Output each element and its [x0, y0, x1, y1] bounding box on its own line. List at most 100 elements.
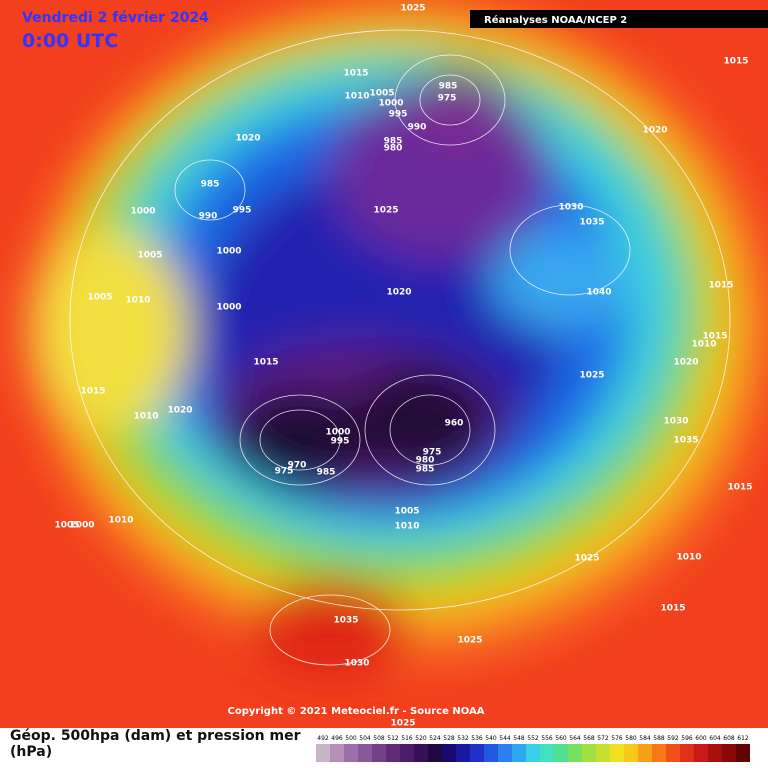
colorbar-swatch: [708, 744, 722, 762]
isobar-label: 1035: [333, 616, 358, 626]
colorbar-swatch: [330, 744, 344, 762]
colorbar-swatch: [316, 744, 330, 762]
isobar-label: 1015: [80, 387, 105, 397]
colorbar-swatch: [428, 744, 442, 762]
colorbar-tick-label: 520: [415, 735, 427, 742]
isobar-label: 1005: [394, 507, 419, 517]
isobar-label: 985: [317, 468, 336, 478]
isobar-label: 1030: [558, 203, 583, 213]
isobar-label: 975: [438, 94, 457, 104]
geopotential-field: [30, 0, 768, 680]
isobar-label: 1020: [167, 406, 192, 416]
colorbar-tick-label: 584: [639, 735, 651, 742]
isobar-label: 1010: [108, 516, 133, 526]
colorbar-tick-label: 580: [625, 735, 637, 742]
isobar-label: 1025: [574, 554, 599, 564]
source-banner: Réanalyses NOAA/NCEP 2: [484, 14, 627, 26]
isobar-label: 985: [416, 465, 435, 475]
colorbar-swatch: [386, 744, 400, 762]
isobar-label: 970: [288, 461, 307, 471]
colorbar-swatch: [526, 744, 540, 762]
isobar-label: 990: [408, 123, 427, 133]
colorbar-tick-label: 568: [583, 735, 595, 742]
colorbar-tick-label: 604: [709, 735, 721, 742]
isobar-label: 1030: [344, 659, 369, 669]
colorbar-tick-label: 496: [331, 735, 343, 742]
isobar-label: 1015: [253, 358, 278, 368]
isobar-label: 1010: [344, 92, 369, 102]
colorbar-swatch: [568, 744, 582, 762]
colorbar-swatch: [456, 744, 470, 762]
colorbar-swatch: [414, 744, 428, 762]
isobar-label: 985: [201, 180, 220, 190]
colorbar-tick-label: 572: [597, 735, 609, 742]
isobar-label: 1015: [702, 332, 727, 342]
colorbar-swatch: [484, 744, 498, 762]
isobar-label: 1005: [369, 89, 394, 99]
colorbar-tick-label: 504: [359, 735, 371, 742]
colorbar-swatch: [372, 744, 386, 762]
isobar-label: 990: [199, 212, 218, 222]
isobar-label: 960: [445, 419, 464, 429]
isobar-label: 1015: [723, 57, 748, 67]
colorbar-tick-label: 540: [485, 735, 497, 742]
colorbar-tick-label: 544: [499, 735, 511, 742]
time: 0:00 UTC: [22, 30, 118, 52]
colorbar-swatch: [694, 744, 708, 762]
isobar-label: 1015: [343, 69, 368, 79]
isobar-label: 1020: [642, 126, 667, 136]
colorbar-tick-label: 532: [457, 735, 469, 742]
isobar-label: 1025: [400, 4, 425, 14]
colorbar-tick-label: 592: [667, 735, 679, 742]
isobar-label: 1010: [691, 340, 716, 350]
isobar-label: 1000: [216, 247, 241, 257]
isobar-label: 995: [331, 437, 350, 447]
colorbar-tick-label: 556: [541, 735, 553, 742]
isobar-label: 1025: [579, 371, 604, 381]
colorbar-swatch: [666, 744, 680, 762]
isobar-label: 995: [233, 206, 252, 216]
isobar-label: 995: [389, 110, 408, 120]
isobar-label: 975: [275, 467, 294, 477]
isobar-label: 1000: [130, 207, 155, 217]
colorbar-swatch: [624, 744, 638, 762]
colorbar-swatch: [680, 744, 694, 762]
colorbar-tick-label: 536: [471, 735, 483, 742]
isobar-label: 1005: [137, 251, 162, 261]
isobar-label: 1015: [660, 604, 685, 614]
colorbar-tick-label: 600: [695, 735, 707, 742]
isobar-label: 980: [384, 144, 403, 154]
date: Vendredi 2 février 2024: [22, 10, 209, 26]
copyright: Copyright © 2021 Meteociel.fr - Source N…: [228, 706, 485, 717]
colorbar-swatch: [736, 744, 750, 762]
isobar-label: 1015: [727, 483, 752, 493]
isobar-label: 1025: [457, 636, 482, 646]
colorbar-swatch: [540, 744, 554, 762]
isobar-label: 1005: [54, 521, 79, 531]
colorbar-tick-label: 500: [345, 735, 357, 742]
isobar-label: 1005: [87, 293, 112, 303]
colorbar-tick-label: 564: [569, 735, 581, 742]
isobar-label: 1025: [390, 719, 415, 729]
colorbar-swatch: [512, 744, 526, 762]
colorbar-tick-label: 548: [513, 735, 525, 742]
isobar-label: 985: [384, 137, 403, 147]
isobar-label: 1040: [586, 288, 611, 298]
banner: [470, 10, 768, 28]
colorbar-swatch: [582, 744, 596, 762]
isobar-label: 975: [423, 448, 442, 458]
colorbar-tick-label: 524: [429, 735, 441, 742]
isobar-label: 1025: [373, 206, 398, 216]
isobar-label: 1030: [663, 417, 688, 427]
colorbar-swatch: [722, 744, 736, 762]
colorbar-tick-label: 576: [611, 735, 623, 742]
isobar-label: 1035: [673, 436, 698, 446]
isobar-label: 1000: [69, 521, 94, 531]
colorbar-tick-label: 508: [373, 735, 385, 742]
isobar-label: 1010: [676, 553, 701, 563]
colorbar-swatch: [358, 744, 372, 762]
isobar-label: 1000: [216, 303, 241, 313]
colorbar-tick-label: 588: [653, 735, 665, 742]
colorbar-tick-label: 552: [527, 735, 539, 742]
colorbar-swatch: [344, 744, 358, 762]
